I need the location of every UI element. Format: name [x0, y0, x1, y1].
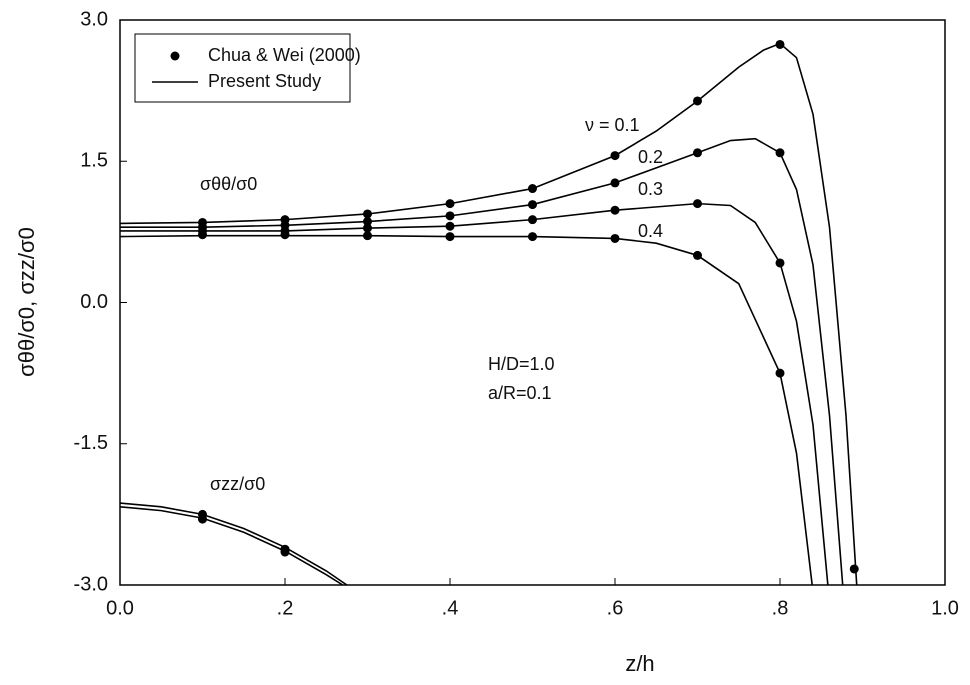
- curve-label: 0.2: [638, 147, 663, 167]
- curve-label: 0.4: [638, 221, 663, 241]
- curve-label: ν = 0.1: [585, 115, 640, 135]
- x-tick-label: .8: [772, 597, 789, 619]
- y-axis-label: σθθ/σ0, σzz/σ0: [14, 227, 39, 377]
- annotation: a/R=0.1: [488, 383, 552, 403]
- curve: [120, 234, 813, 585]
- legend-label: Present Study: [208, 71, 321, 91]
- legend-marker: [170, 51, 180, 61]
- x-tick-label: .4: [442, 597, 459, 619]
- y-tick-label: -1.5: [74, 432, 108, 454]
- y-tick-label: 3.0: [80, 8, 108, 30]
- y-tick-label: -3.0: [74, 573, 108, 595]
- plot-frame: [119, 19, 946, 586]
- x-tick-label: .6: [607, 597, 624, 619]
- annotation: H/D=1.0: [488, 354, 555, 374]
- x-axis-label: z/h: [625, 651, 654, 676]
- data-point: [280, 230, 290, 240]
- annotation: σzz/σ0: [210, 474, 265, 494]
- legend-box: [134, 33, 351, 103]
- x-tick-label: .2: [277, 597, 294, 619]
- data-point: [198, 230, 207, 240]
- curve: [120, 137, 844, 585]
- legend-label: Chua & Wei (2000): [208, 45, 361, 65]
- y-tick-label: 0.0: [80, 291, 108, 313]
- data-point: [849, 564, 859, 574]
- x-tick-label: 0.0: [106, 597, 134, 619]
- x-tick-label: 1.0: [931, 597, 959, 619]
- curve-label: 0.3: [638, 179, 663, 199]
- curve: [120, 506, 344, 585]
- curve: [120, 202, 829, 585]
- y-tick-label: 1.5: [80, 150, 108, 172]
- curve: [120, 42, 858, 585]
- data-point: [198, 514, 207, 524]
- annotation: σθθ/σ0: [200, 174, 257, 194]
- curve: [120, 502, 348, 585]
